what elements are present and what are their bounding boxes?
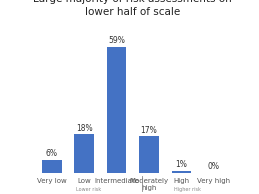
Text: 18%: 18% (76, 124, 92, 133)
Text: 17%: 17% (141, 126, 157, 135)
Text: 59%: 59% (108, 36, 125, 45)
Bar (75, 134, 94, 173)
Text: 6%: 6% (46, 149, 58, 158)
Bar (42, 160, 62, 173)
Bar (139, 136, 159, 173)
Text: 1%: 1% (175, 160, 187, 169)
Text: Lower risk: Lower risk (76, 187, 101, 192)
Text: 0%: 0% (208, 162, 220, 171)
Bar (107, 47, 126, 173)
Bar (172, 171, 191, 173)
Title: Large majority of risk assessments on
lower half of scale: Large majority of risk assessments on lo… (33, 0, 232, 17)
Text: Higher risk: Higher risk (174, 187, 200, 192)
